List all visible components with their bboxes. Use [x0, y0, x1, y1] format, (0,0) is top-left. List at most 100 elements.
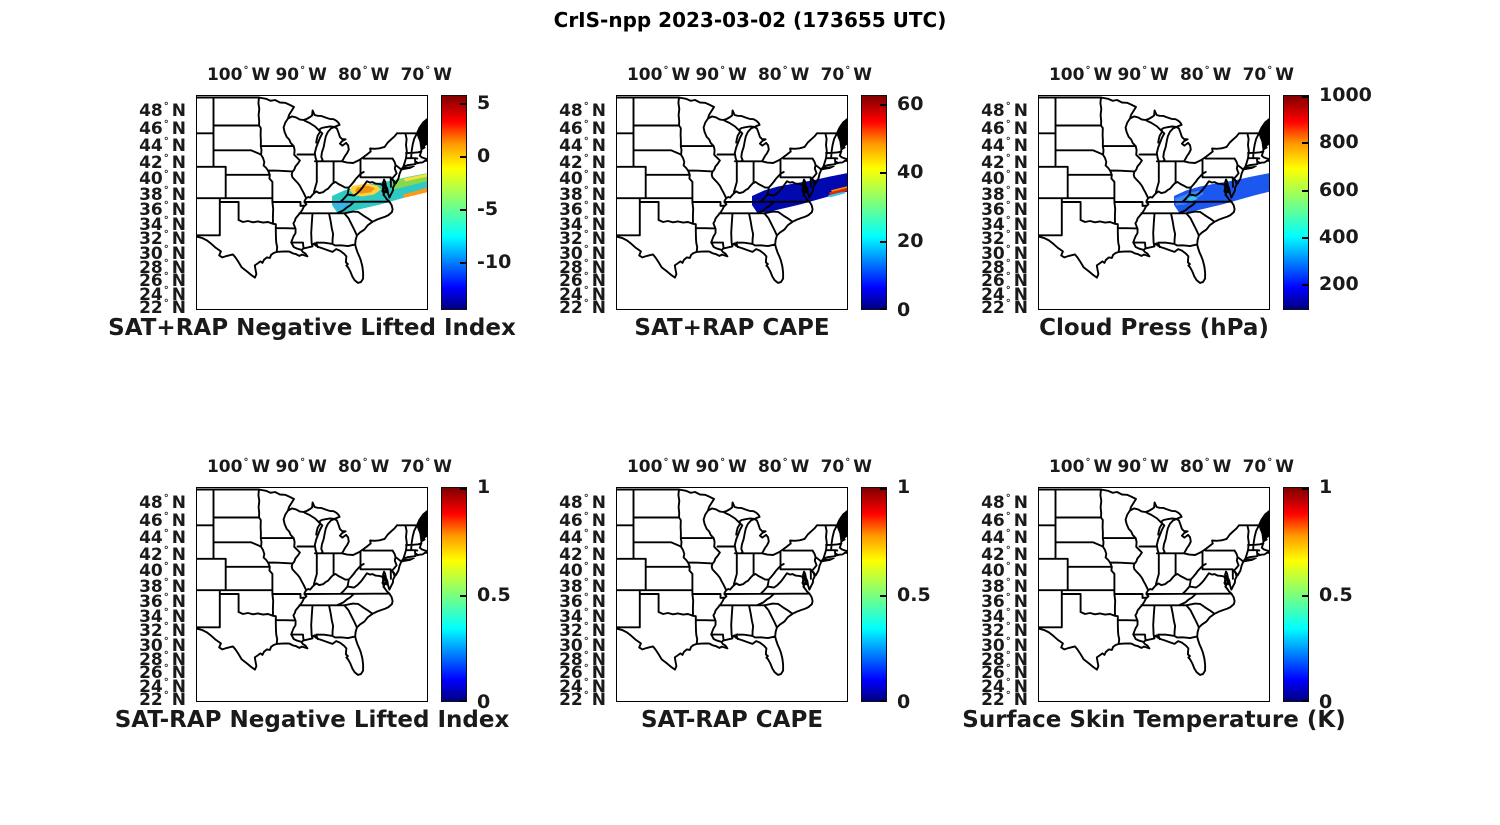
colorbar-tick-mark	[1302, 488, 1308, 490]
colorbar	[1283, 487, 1309, 702]
state-boundaries	[616, 488, 848, 676]
lat-tick-label: 24° N	[981, 284, 1028, 305]
lat-tick-label: 26° N	[981, 663, 1028, 684]
lat-tick-label: 40° N	[559, 168, 606, 189]
colorbar-tick-mark	[880, 308, 886, 310]
lat-tick-label: 36° N	[139, 199, 186, 220]
lon-tick-label: 90° W	[275, 65, 327, 85]
lat-tick-label: 22° N	[981, 690, 1028, 710]
colorbar-tick-label: 1	[477, 476, 491, 498]
lat-tick-label: 22° N	[559, 690, 606, 710]
map-frame	[1038, 487, 1270, 702]
lat-tick-label: 32° N	[559, 229, 606, 250]
us-map	[1038, 487, 1270, 702]
lat-tick-label: 32° N	[139, 621, 186, 642]
lon-tick-label: 80° W	[757, 65, 810, 85]
colorbar-tick-mark	[1302, 594, 1308, 597]
lat-tick-label: 42° N	[139, 544, 186, 565]
lat-tick-label: 42° N	[559, 152, 606, 173]
lat-tick-label: 44° N	[981, 135, 1028, 156]
lon-tick-label: 100° W	[1048, 65, 1113, 85]
lat-tick-label: 32° N	[139, 229, 186, 250]
lat-tick-label: 48° N	[981, 492, 1028, 513]
colorbar-tick-label: 0	[477, 145, 491, 168]
lat-tick-label: 46° N	[139, 119, 186, 140]
lat-tick-label: 28° N	[559, 257, 606, 278]
colorbar	[1283, 95, 1309, 310]
lat-tick-label: 44° N	[981, 527, 1028, 548]
lon-tick-label: 100° W	[626, 457, 691, 477]
lon-tick-label: 70° W	[820, 457, 873, 477]
colorbar-tick-mark	[460, 700, 466, 702]
colorbar-tick-label: 0.5	[1319, 583, 1353, 606]
state-boundaries	[1038, 488, 1270, 676]
lat-tick-label: 28° N	[981, 649, 1028, 670]
map-panel-sat-plus-rap-cape: SAT+RAP CAPE 100° W 90° W 80° W 70° W 48° N 46° N 44…	[520, 55, 950, 367]
cloud-press-swath	[1174, 173, 1270, 213]
colorbar-tick-mark	[880, 594, 886, 597]
lat-tick-label: 26° N	[559, 271, 606, 292]
lon-tick-label: 70° W	[1242, 457, 1295, 477]
colorbar-tick-label: 40	[897, 161, 924, 184]
lon-tick-label: 100° W	[206, 457, 271, 477]
lat-tick-label: 22° N	[139, 690, 186, 710]
lat-tick-label: 38° N	[981, 576, 1028, 597]
colorbar-tick-mark	[880, 172, 886, 175]
lat-tick-label: 22° N	[559, 298, 606, 318]
lat-tick-label: 36° N	[559, 591, 606, 612]
lon-tick-label: 70° W	[400, 65, 453, 85]
colorbar-tick-label: 0	[897, 299, 911, 321]
lat-tick-label: 48° N	[139, 100, 186, 121]
lat-tick-label: 32° N	[981, 229, 1028, 250]
cape-swath	[752, 173, 848, 213]
colorbar-tick-mark	[1302, 284, 1308, 287]
colorbar-tick-label: 60	[897, 92, 924, 115]
map-panel-sat-plus-rap-nli: SAT+RAP Negative Lifted Index 100° W 90° W 8…	[100, 55, 530, 367]
map-frame	[196, 95, 428, 310]
lon-tick-label: 70° W	[820, 65, 873, 85]
lat-tick-label: 22° N	[139, 298, 186, 318]
lat-tick-label: 40° N	[981, 560, 1028, 581]
colorbar-tick-mark	[460, 594, 466, 597]
lat-tick-label: 24° N	[139, 284, 186, 305]
lat-tick-label: 38° N	[559, 184, 606, 205]
map-panel-sat-minus-rap-nli: SAT-RAP Negative Lifted Index 100° W 90° W 8…	[100, 447, 530, 759]
map-frame	[196, 487, 428, 702]
lat-tick-label: 26° N	[559, 663, 606, 684]
lat-tick-label: 40° N	[139, 168, 186, 189]
colorbar	[441, 95, 467, 310]
colorbar-tick-label: 200	[1319, 273, 1359, 296]
state-boundaries	[616, 96, 848, 284]
colorbar-tick-label: 0	[897, 691, 911, 713]
lat-tick-label: 38° N	[139, 184, 186, 205]
lat-tick-label: 30° N	[559, 635, 606, 656]
lon-tick-label: 100° W	[206, 65, 271, 85]
colorbar-tick-label: 20	[897, 230, 924, 253]
colorbar-tick-label: -5	[477, 198, 499, 221]
colorbar-tick-label: 1	[1319, 476, 1333, 498]
lat-tick-label: 38° N	[139, 576, 186, 597]
colorbar-tick-mark	[1302, 236, 1308, 239]
state-boundaries	[1038, 96, 1270, 284]
colorbar-tick-label: 800	[1319, 131, 1359, 154]
lat-tick-label: 30° N	[559, 243, 606, 264]
figure-title: CrIS-npp 2023-03-02 (173655 UTC)	[553, 8, 947, 32]
colorbar-tick-mark	[460, 103, 466, 106]
state-boundaries	[196, 488, 428, 676]
colorbar-tick-mark	[880, 700, 886, 702]
lat-tick-label: 26° N	[139, 271, 186, 292]
panel-title-sat-minus-rap-nli: SAT-RAP Negative Lifted Index	[114, 707, 510, 733]
panel-title-sat-plus-rap-cape: SAT+RAP CAPE	[634, 315, 830, 341]
lat-tick-label: 48° N	[559, 492, 606, 513]
lat-tick-label: 42° N	[981, 544, 1028, 565]
lon-tick-label: 80° W	[337, 65, 390, 85]
lon-tick-label: 70° W	[400, 457, 453, 477]
colorbar-tick-mark	[880, 241, 886, 244]
lat-tick-label: 26° N	[139, 663, 186, 684]
colorbar	[861, 95, 887, 310]
lat-tick-label: 32° N	[559, 621, 606, 642]
us-map	[1038, 95, 1270, 310]
lat-tick-label: 24° N	[981, 676, 1028, 697]
map-frame	[616, 487, 848, 702]
lat-tick-label: 34° N	[559, 214, 606, 235]
